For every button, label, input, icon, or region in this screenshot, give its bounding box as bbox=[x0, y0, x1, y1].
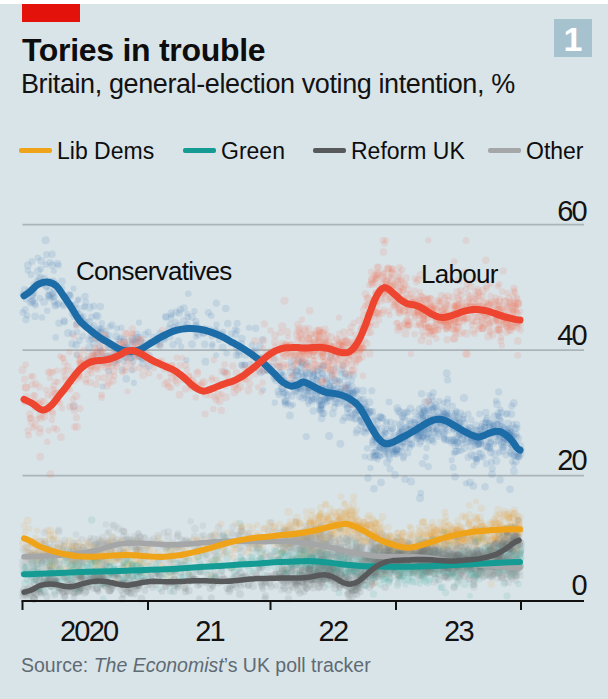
svg-text:22: 22 bbox=[319, 615, 348, 647]
svg-text:0: 0 bbox=[572, 569, 587, 601]
svg-text:40: 40 bbox=[557, 319, 586, 351]
svg-text:20: 20 bbox=[557, 444, 586, 476]
svg-text:23: 23 bbox=[444, 615, 473, 647]
svg-text:21: 21 bbox=[195, 615, 224, 647]
svg-text:60: 60 bbox=[557, 195, 586, 227]
svg-text:Conservatives: Conservatives bbox=[76, 256, 232, 286]
svg-text:2020: 2020 bbox=[60, 615, 118, 647]
svg-text:Labour: Labour bbox=[421, 259, 499, 289]
